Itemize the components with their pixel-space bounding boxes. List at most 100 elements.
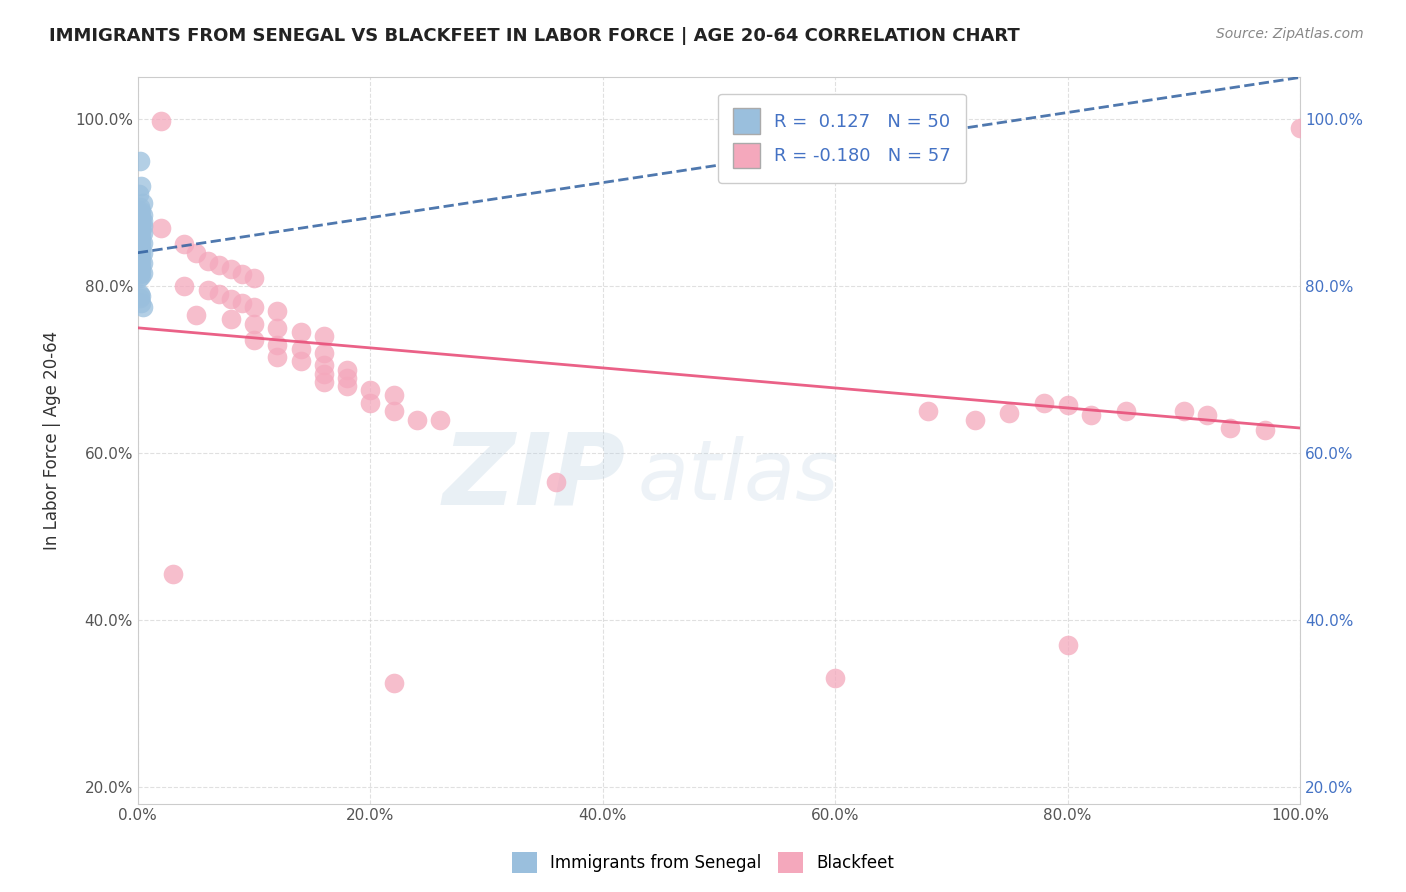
- Point: [131, 264, 153, 278]
- Point: [208, 287, 231, 301]
- Point: [131, 210, 153, 224]
- Point: [197, 254, 219, 268]
- Point: [129, 200, 152, 214]
- Point: [131, 178, 153, 193]
- Point: [231, 295, 253, 310]
- Point: [243, 270, 266, 285]
- Point: [128, 260, 150, 275]
- Point: [243, 317, 266, 331]
- Point: [131, 216, 153, 230]
- Point: [128, 251, 150, 265]
- Point: [129, 227, 152, 242]
- Point: [128, 230, 150, 244]
- Point: [1219, 421, 1241, 435]
- Point: [1254, 423, 1277, 437]
- Point: [129, 252, 152, 267]
- Point: [129, 243, 152, 257]
- Legend: R =  0.127   N = 50, R = -0.180   N = 57: R = 0.127 N = 50, R = -0.180 N = 57: [718, 94, 966, 183]
- Point: [998, 406, 1021, 420]
- Point: [131, 220, 153, 235]
- Point: [131, 239, 153, 253]
- Point: [312, 375, 335, 389]
- Point: [131, 249, 153, 263]
- Point: [336, 362, 359, 376]
- Point: [131, 269, 153, 284]
- Point: [162, 567, 184, 582]
- Point: [131, 266, 153, 280]
- Point: [290, 342, 312, 356]
- Point: [129, 247, 152, 261]
- Point: [382, 404, 405, 418]
- Point: [129, 268, 152, 282]
- Point: [219, 292, 242, 306]
- Point: [1289, 120, 1312, 135]
- Text: ZIP: ZIP: [443, 428, 626, 525]
- Point: [266, 350, 288, 364]
- Point: [1033, 396, 1056, 410]
- Point: [173, 279, 195, 293]
- Point: [290, 325, 312, 339]
- Point: [312, 359, 335, 373]
- Point: [129, 291, 152, 305]
- Point: [336, 371, 359, 385]
- Point: [824, 672, 846, 686]
- Point: [1080, 409, 1102, 423]
- Point: [963, 412, 986, 426]
- Point: [290, 354, 312, 368]
- Point: [129, 232, 152, 246]
- Point: [129, 287, 152, 301]
- Point: [128, 187, 150, 202]
- Point: [266, 337, 288, 351]
- Point: [131, 224, 153, 238]
- Point: [382, 387, 405, 401]
- Point: [131, 234, 153, 248]
- Point: [1056, 398, 1078, 412]
- Point: [208, 258, 231, 272]
- Point: [131, 229, 153, 244]
- Point: [131, 214, 153, 228]
- Point: [131, 295, 153, 310]
- Point: [382, 675, 405, 690]
- Point: [1115, 404, 1137, 418]
- Point: [546, 475, 568, 490]
- Point: [129, 262, 152, 277]
- Point: [917, 404, 939, 418]
- Point: [1173, 404, 1195, 418]
- Text: IMMIGRANTS FROM SENEGAL VS BLACKFEET IN LABOR FORCE | AGE 20-64 CORRELATION CHAR: IMMIGRANTS FROM SENEGAL VS BLACKFEET IN …: [49, 27, 1019, 45]
- Point: [131, 208, 153, 222]
- Point: [173, 237, 195, 252]
- Point: [243, 300, 266, 314]
- Point: [197, 283, 219, 297]
- Point: [266, 321, 288, 335]
- Point: [129, 257, 152, 271]
- Point: [359, 384, 381, 398]
- Point: [184, 245, 207, 260]
- Point: [231, 267, 253, 281]
- Point: [131, 235, 153, 250]
- Point: [131, 219, 153, 233]
- Point: [129, 205, 152, 219]
- Point: [128, 270, 150, 285]
- Point: [312, 346, 335, 360]
- Point: [129, 237, 152, 252]
- Point: [150, 220, 173, 235]
- Point: [405, 412, 427, 426]
- Point: [129, 153, 152, 168]
- Point: [150, 113, 173, 128]
- Point: [129, 222, 152, 236]
- Point: [359, 396, 381, 410]
- Point: [266, 304, 288, 318]
- Point: [129, 212, 152, 227]
- Point: [131, 256, 153, 270]
- Point: [1195, 409, 1218, 423]
- Point: [131, 226, 153, 240]
- Point: [219, 312, 242, 326]
- Point: [131, 245, 153, 260]
- Point: [219, 262, 242, 277]
- Point: [129, 218, 152, 232]
- Point: [131, 195, 153, 210]
- Point: [131, 289, 153, 303]
- Point: [1056, 638, 1078, 652]
- Point: [312, 329, 335, 343]
- Point: [131, 300, 153, 314]
